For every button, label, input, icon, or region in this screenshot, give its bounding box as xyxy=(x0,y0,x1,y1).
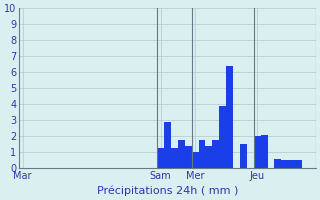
Bar xyxy=(205,146,212,168)
Bar xyxy=(281,160,288,168)
Bar xyxy=(178,140,185,168)
Bar xyxy=(164,122,171,168)
Bar xyxy=(198,140,205,168)
Bar xyxy=(254,136,261,168)
Bar xyxy=(171,148,178,168)
Bar xyxy=(212,140,219,168)
Bar xyxy=(157,148,164,168)
Bar xyxy=(185,146,192,168)
Bar xyxy=(226,66,233,168)
Bar xyxy=(261,135,268,168)
Bar xyxy=(219,106,226,168)
Bar xyxy=(192,152,198,168)
X-axis label: Précipitations 24h ( mm ): Précipitations 24h ( mm ) xyxy=(97,185,238,196)
Bar xyxy=(295,160,302,168)
Bar xyxy=(275,159,281,168)
Bar xyxy=(288,160,295,168)
Bar xyxy=(240,144,247,168)
